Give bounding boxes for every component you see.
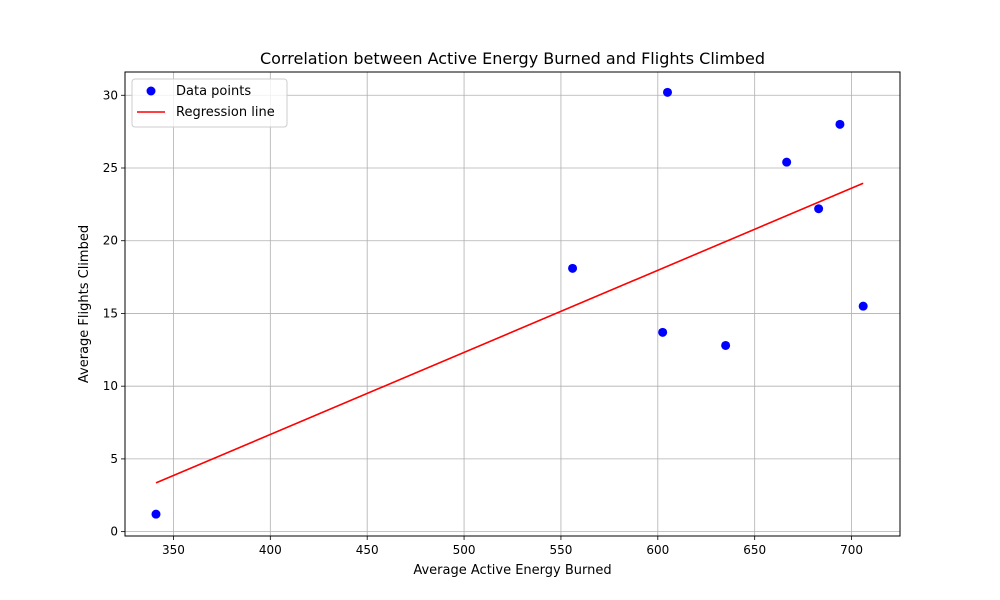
data-point: [782, 157, 792, 167]
plot-area-frame: [124, 71, 901, 537]
x-tick-label: 550: [549, 543, 572, 557]
legend-label-data-points: Data points: [176, 84, 251, 99]
legend-label-regression-line: Regression line: [176, 105, 275, 120]
x-tick-label: 500: [453, 543, 476, 557]
data-point: [858, 301, 868, 311]
data-point: [721, 340, 731, 350]
y-tick-label: 15: [103, 306, 118, 320]
y-tick-label: 10: [103, 379, 118, 393]
data-point: [568, 263, 578, 273]
x-tick-label: 350: [162, 543, 185, 557]
regression-line: [155, 182, 864, 484]
legend-box: [131, 78, 288, 128]
chart-title: Correlation between Active Energy Burned…: [260, 49, 765, 68]
x-axis-title: Average Active Energy Burned: [413, 563, 611, 578]
data-point: [151, 509, 161, 519]
y-axis-title: Average Flights Climbed: [77, 225, 92, 383]
x-tick-label: 700: [840, 543, 863, 557]
x-tick-label: 600: [646, 543, 669, 557]
y-tick-label: 0: [110, 525, 118, 539]
data-point: [835, 119, 845, 129]
y-tick-label: 30: [103, 88, 118, 102]
y-tick-label: 25: [103, 161, 118, 175]
regression-line-layer: [155, 182, 864, 484]
data-points-layer: [151, 87, 868, 519]
axis-ticks: 350 400 450 500 550 600 650 700 0 5 10 15 20 25 30: [103, 88, 863, 557]
data-point: [663, 87, 672, 97]
data-point: [658, 327, 668, 337]
x-tick-label: 400: [259, 543, 282, 557]
x-tick-label: 450: [356, 543, 379, 557]
data-point: [814, 204, 824, 214]
legend-marker-data-points: [146, 86, 156, 96]
grid-lines: [125, 72, 900, 536]
legend: Data points Regression line: [131, 78, 288, 128]
y-tick-label: 20: [103, 234, 118, 248]
y-tick-label: 5: [110, 452, 118, 466]
x-tick-label: 650: [743, 543, 766, 557]
